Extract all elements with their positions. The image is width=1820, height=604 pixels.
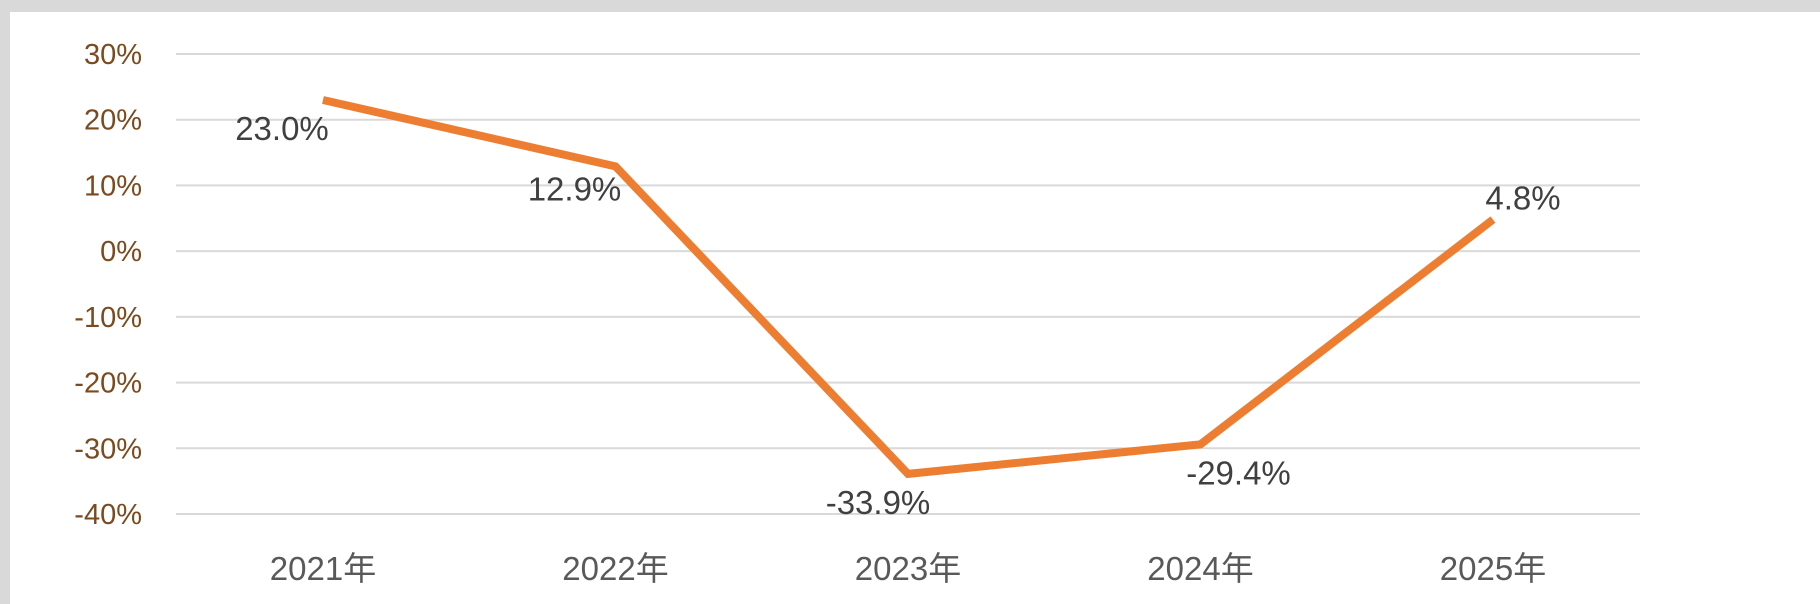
x-axis-ticks: 2021年 2022年 2023年 2024年 2025年 bbox=[270, 550, 1546, 587]
data-label: 4.8% bbox=[1485, 180, 1560, 217]
y-tick-label: 10% bbox=[84, 170, 142, 202]
x-tick-label: 2021年 bbox=[270, 550, 376, 587]
data-label: -29.4% bbox=[1186, 454, 1291, 491]
y-tick-label: -30% bbox=[74, 433, 142, 465]
y-tick-label: 30% bbox=[84, 39, 142, 71]
y-axis-ticks: 30% 20% 10% 0% -10% -20% -30% -40% bbox=[74, 39, 142, 531]
y-tick-label: 20% bbox=[84, 105, 142, 137]
line-chart: 30%20%10%0%-10%-20%-30%-40% 2021年 2022年 20… bbox=[74, 39, 1640, 587]
data-label: 23.0% bbox=[235, 110, 329, 147]
x-tick-label: 2022年 bbox=[562, 550, 668, 587]
gridlines bbox=[176, 53, 1640, 515]
y-tick-label: -20% bbox=[74, 368, 142, 400]
y-tick-label: -40% bbox=[74, 499, 142, 531]
chart-frame: 30% 20% 10% 0% -10% -20% -30% -40% 2021年 2022年 20… bbox=[10, 12, 1820, 604]
series-line bbox=[322, 96, 1496, 479]
x-tick-label: 2024年 bbox=[1147, 550, 1253, 587]
data-labels: 23.0% 12.9% -33.9% -29.4% 4.8% bbox=[235, 110, 1560, 521]
y-tick-label: 0% bbox=[100, 236, 142, 268]
series-line-group bbox=[322, 96, 1496, 479]
data-label: -33.9% bbox=[826, 484, 931, 521]
x-tick-label: 2025年 bbox=[1440, 550, 1546, 587]
x-tick-label: 2023年 bbox=[855, 550, 961, 587]
data-label: 12.9% bbox=[528, 170, 622, 207]
y-tick-label: -10% bbox=[74, 302, 142, 334]
